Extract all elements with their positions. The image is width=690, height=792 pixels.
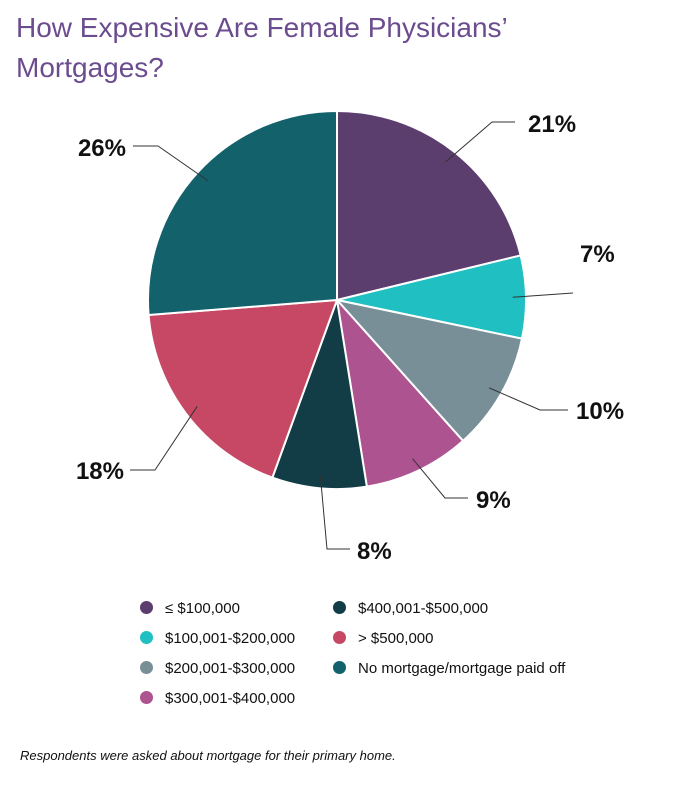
legend-swatch	[140, 661, 153, 674]
legend-swatch	[140, 601, 153, 614]
pie-slice	[334, 298, 524, 443]
leader-line	[445, 121, 515, 163]
legend-label: No mortgage/mortgage paid off	[358, 660, 566, 677]
legend-item: > $500,000	[333, 630, 434, 650]
data-label: 7%	[580, 241, 615, 268]
leader-line	[412, 458, 468, 499]
pie-slice	[271, 296, 369, 490]
legend-label: $300,001-$400,000	[165, 690, 296, 707]
chart-legend: ≤ $100,000 $100,001-$200,000 $200,001-$300…	[140, 600, 640, 720]
leader-line	[133, 145, 209, 182]
leader-line	[512, 292, 574, 298]
data-label: 26%	[78, 135, 126, 162]
leader-line	[489, 387, 568, 411]
legend-item: $400,001-$500,000	[333, 600, 488, 620]
legend-label: $100,001-$200,000	[165, 630, 296, 647]
legend-swatch	[140, 691, 153, 704]
data-label: 8%	[357, 538, 392, 565]
legend-item: No mortgage/mortgage paid off	[333, 660, 565, 680]
chart-title: How Expensive Are Female Physicians’ Mor…	[16, 12, 507, 83]
legend-swatch	[140, 631, 153, 644]
pie-slice	[335, 296, 465, 488]
legend-swatch	[333, 601, 346, 614]
data-label: 9%	[476, 487, 511, 514]
legend-swatch	[333, 631, 346, 644]
legend-item: ≤ $100,000	[140, 600, 240, 620]
legend-swatch	[333, 661, 346, 674]
legend-label: > $500,000	[358, 630, 434, 647]
data-label: 10%	[576, 398, 624, 425]
leader-line	[130, 406, 198, 471]
legend-label: $400,001-$500,000	[358, 600, 489, 617]
leader-line	[319, 474, 350, 550]
pie-chart: 21% 7% 10% 9% 8% 18% 26%	[76, 109, 624, 565]
data-label: 18%	[76, 458, 124, 485]
legend-item: $100,001-$200,000	[140, 630, 295, 650]
data-label: 21%	[528, 111, 576, 138]
pie-slice	[147, 109, 338, 317]
legend-label: ≤ $100,000	[165, 600, 240, 617]
legend-label: $200,001-$300,000	[165, 660, 296, 677]
legend-item: $300,001-$400,000	[140, 690, 295, 710]
legend-item: $200,001-$300,000	[140, 660, 295, 680]
pie-slice	[336, 109, 522, 302]
footnote: Respondents were asked about mortgage fo…	[20, 748, 396, 763]
pie-slice	[147, 298, 339, 479]
